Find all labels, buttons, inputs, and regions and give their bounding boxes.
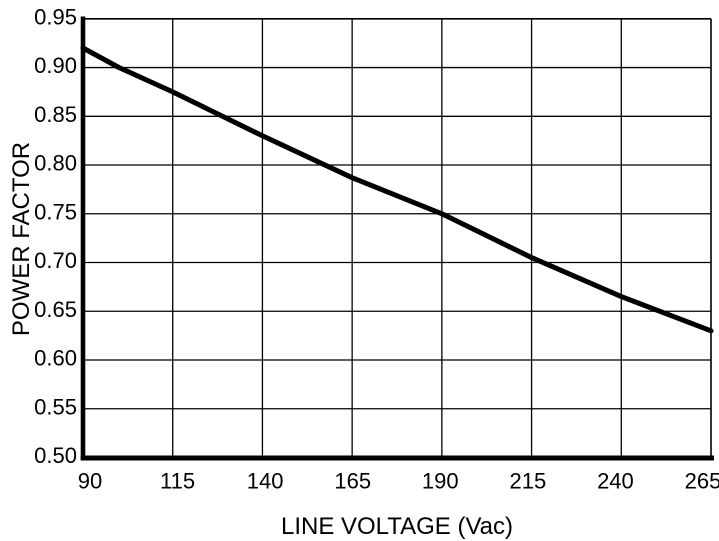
y-tick-label: 0.80 [34,151,77,176]
x-tick-label: 265 [685,469,719,494]
x-tick-label: 90 [78,469,102,494]
x-tick-label: 240 [597,469,634,494]
grid [83,18,711,458]
power-factor-curve [80,45,714,334]
axes [80,16,714,461]
y-tick-label: 0.55 [34,394,77,419]
y-tick-label: 0.95 [34,4,77,29]
y-tick-label: 0.90 [34,53,77,78]
x-tick-label: 165 [334,469,371,494]
data-series [80,45,714,334]
x-tick-label: 140 [247,469,284,494]
x-tick-label: 190 [422,469,459,494]
y-tick-label: 0.85 [34,102,77,127]
x-axis-label: LINE VOLTAGE (Vac) [281,513,513,540]
y-tick-label: 0.65 [34,297,77,322]
x-tick-label: 215 [509,469,546,494]
x-tick-labels: 90 115 140 165 190 215 240 265 [78,469,719,494]
y-tick-label: 0.50 [34,443,77,468]
x-tick-label: 115 [160,469,195,494]
y-axis-label: POWER FACTOR [8,142,35,336]
y-tick-label: 0.70 [34,248,77,273]
y-tick-labels: 0.95 0.90 0.85 0.80 0.75 0.70 0.65 0.60 0.55 0.50 [34,4,77,468]
y-tick-label: 0.75 [34,199,77,224]
y-tick-label: 0.60 [34,346,77,371]
